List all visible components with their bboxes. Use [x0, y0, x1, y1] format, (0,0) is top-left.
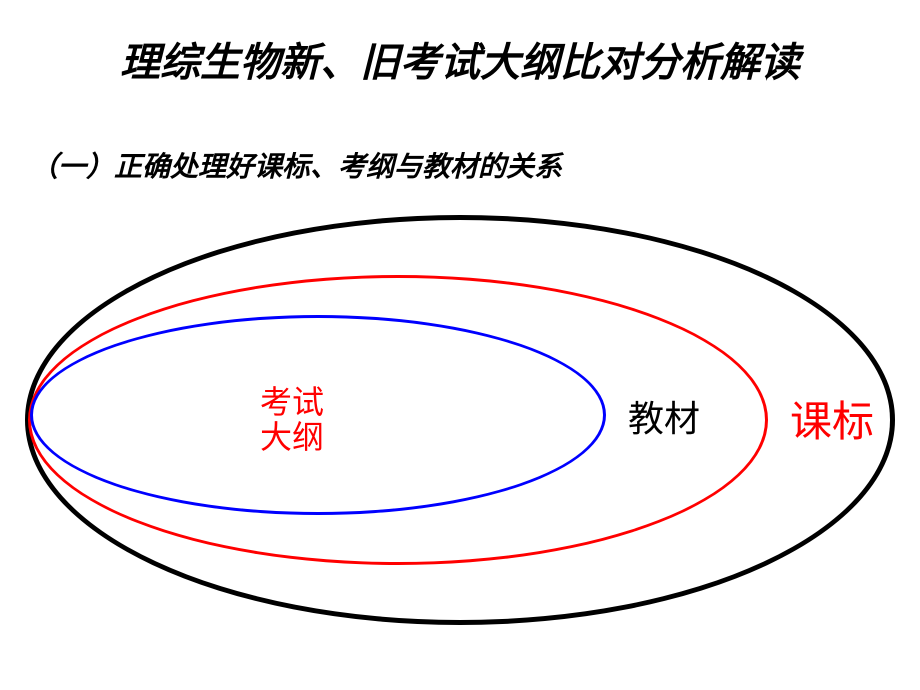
label-outer: 课标	[790, 400, 874, 446]
page-title: 理综生物新、旧考试大纲比对分析解读	[0, 30, 920, 88]
section-subtitle: （一）正确处理好课标、考纲与教材的关系	[30, 145, 562, 185]
label-middle-text: 教材	[628, 399, 700, 439]
label-middle: 教材	[628, 400, 700, 440]
subtitle-text: （一）正确处理好课标、考纲与教材的关系	[30, 152, 562, 183]
label-inner-line1: 考试	[260, 384, 324, 420]
venn-diagram: 考试 大纲 教材 课标	[20, 205, 900, 635]
label-inner: 考试 大纲	[260, 385, 324, 455]
label-outer-text: 课标	[790, 400, 874, 446]
label-inner-line2: 大纲	[260, 420, 324, 455]
title-text: 理综生物新、旧考试大纲比对分析解读	[120, 40, 800, 85]
